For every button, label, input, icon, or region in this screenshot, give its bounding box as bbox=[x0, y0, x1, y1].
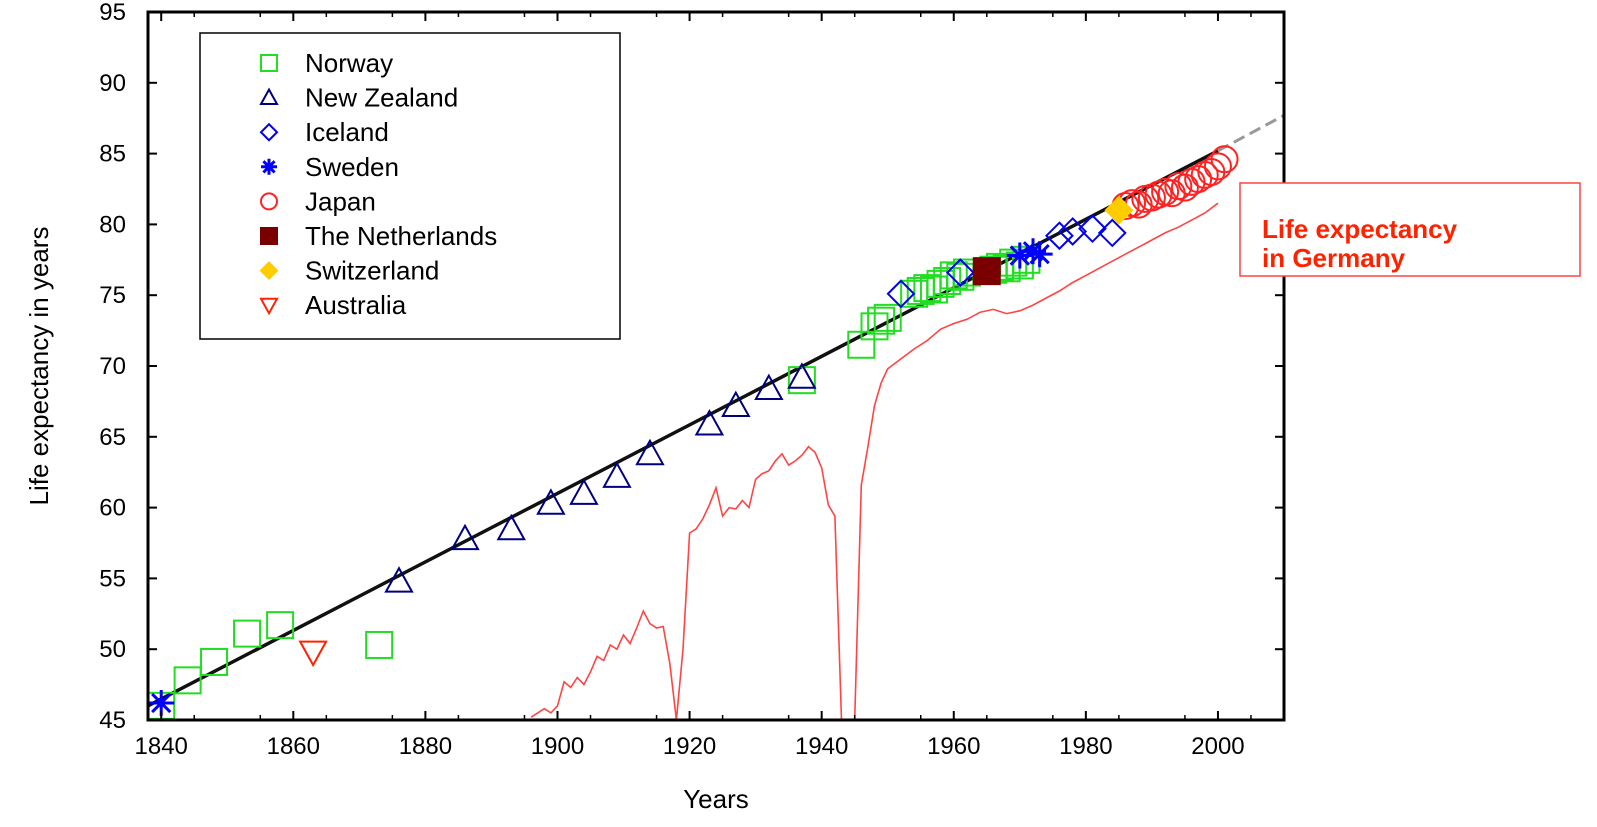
point-new-zealand bbox=[536, 488, 566, 515]
point-new-zealand bbox=[754, 373, 784, 401]
x-tick-label: 1900 bbox=[531, 733, 584, 760]
legend-marker-japan bbox=[260, 192, 278, 211]
legend-marker-switzerland bbox=[259, 261, 279, 281]
legend-item-switzerland: Switzerland bbox=[259, 256, 439, 286]
legend-label-new-zealand: New Zealand bbox=[305, 83, 458, 113]
point-norway bbox=[365, 630, 394, 659]
legend-label-switzerland: Switzerland bbox=[305, 256, 439, 286]
legend-label-norway: Norway bbox=[305, 48, 393, 78]
legend-label-australia: Australia bbox=[305, 290, 407, 320]
legend-item-sweden: Sweden bbox=[261, 152, 399, 182]
x-tick-label: 1880 bbox=[399, 733, 452, 760]
x-tick-label: 1920 bbox=[663, 733, 716, 760]
point-the-netherlands bbox=[972, 257, 1001, 286]
series-iceland bbox=[886, 214, 1127, 309]
point-iceland bbox=[1078, 214, 1107, 244]
legend-marker-iceland bbox=[259, 122, 279, 142]
point-norway bbox=[266, 611, 295, 640]
point-sweden bbox=[1020, 238, 1047, 265]
legend-item-the-netherlands: The Netherlands bbox=[260, 221, 497, 251]
x-tick-label: 1840 bbox=[135, 733, 188, 760]
series-sweden bbox=[148, 238, 1053, 717]
point-iceland bbox=[945, 258, 975, 287]
legend-item-australia: Australia bbox=[259, 290, 407, 320]
point-norway bbox=[173, 666, 202, 695]
y-tick-label: 50 bbox=[99, 636, 126, 663]
x-tick-label: 1940 bbox=[795, 733, 848, 760]
y-tick-label: 85 bbox=[99, 141, 126, 168]
point-japan bbox=[1203, 152, 1232, 181]
point-iceland bbox=[1045, 221, 1074, 251]
trend-line-extension bbox=[1217, 114, 1284, 153]
series-new-zealand bbox=[384, 362, 817, 593]
point-switzerland bbox=[1104, 195, 1134, 225]
point-australia bbox=[298, 640, 328, 668]
point-new-zealand bbox=[721, 390, 751, 418]
legend-label-iceland: Iceland bbox=[305, 117, 389, 147]
germany-life-expectancy-line bbox=[530, 202, 1219, 720]
legend-marker-australia bbox=[259, 297, 279, 316]
point-sweden bbox=[1006, 242, 1033, 269]
point-new-zealand bbox=[450, 523, 480, 551]
legend-box bbox=[199, 32, 621, 340]
annotation-line-1: Life expectancy bbox=[1262, 214, 1458, 244]
point-new-zealand bbox=[384, 566, 414, 593]
germany-annotation: Life expectancy in Germany bbox=[1239, 182, 1581, 277]
annotation-box bbox=[1239, 182, 1581, 277]
point-norway bbox=[873, 303, 902, 332]
legend-marker-the-netherlands bbox=[260, 227, 278, 245]
point-new-zealand bbox=[635, 438, 665, 466]
y-tick-label: 55 bbox=[99, 565, 126, 592]
y-tick-label: 65 bbox=[99, 424, 126, 451]
legend-marker-new-zealand bbox=[259, 87, 279, 105]
point-new-zealand bbox=[787, 362, 817, 389]
point-new-zealand bbox=[496, 513, 526, 541]
point-sweden bbox=[1026, 241, 1053, 268]
x-axis-title: Years bbox=[683, 784, 749, 814]
legend-item-japan: Japan bbox=[260, 186, 376, 216]
legend-marker-sweden bbox=[261, 158, 277, 175]
point-japan bbox=[1210, 145, 1239, 174]
legend-label-sweden: Sweden bbox=[305, 152, 399, 182]
legend-label-the-netherlands: The Netherlands bbox=[305, 221, 497, 251]
series-the-netherlands bbox=[972, 257, 1001, 286]
x-tick-label: 1960 bbox=[927, 733, 980, 760]
x-tick-label: 2000 bbox=[1191, 733, 1244, 760]
y-tick-label: 80 bbox=[99, 211, 126, 238]
legend-label-japan: Japan bbox=[305, 186, 376, 216]
y-tick-label: 75 bbox=[99, 282, 126, 309]
legend: Norway New Zealand Iceland Sweden Japan The N… bbox=[199, 32, 621, 340]
point-iceland bbox=[1097, 218, 1127, 248]
point-japan bbox=[1184, 165, 1213, 194]
point-sweden bbox=[148, 690, 175, 717]
y-axis-title: Life expectancy in years bbox=[24, 227, 54, 506]
legend-item-new-zealand: New Zealand bbox=[259, 83, 458, 113]
annotation-line-2: in Germany bbox=[1262, 243, 1406, 273]
series-norway bbox=[148, 245, 1041, 720]
x-tick-label: 1860 bbox=[267, 733, 320, 760]
point-norway bbox=[233, 619, 262, 648]
legend-item-norway: Norway bbox=[260, 48, 393, 78]
point-new-zealand bbox=[569, 478, 599, 505]
legend-item-iceland: Iceland bbox=[259, 117, 389, 147]
x-tick-label: 1980 bbox=[1059, 733, 1112, 760]
point-norway bbox=[200, 647, 229, 676]
y-tick-label: 45 bbox=[99, 707, 126, 734]
point-norway bbox=[867, 306, 896, 335]
series-australia bbox=[298, 640, 328, 668]
y-tick-label: 70 bbox=[99, 353, 126, 380]
y-tick-label: 60 bbox=[99, 495, 126, 522]
point-norway bbox=[787, 366, 816, 395]
point-iceland bbox=[886, 279, 916, 309]
series-switzerland bbox=[1104, 195, 1134, 225]
point-new-zealand bbox=[602, 461, 632, 488]
point-new-zealand bbox=[694, 408, 725, 436]
legend-marker-norway bbox=[260, 54, 278, 72]
y-tick-label: 95 bbox=[99, 0, 126, 26]
plot-area bbox=[148, 114, 1284, 720]
y-tick-label: 90 bbox=[99, 70, 126, 97]
